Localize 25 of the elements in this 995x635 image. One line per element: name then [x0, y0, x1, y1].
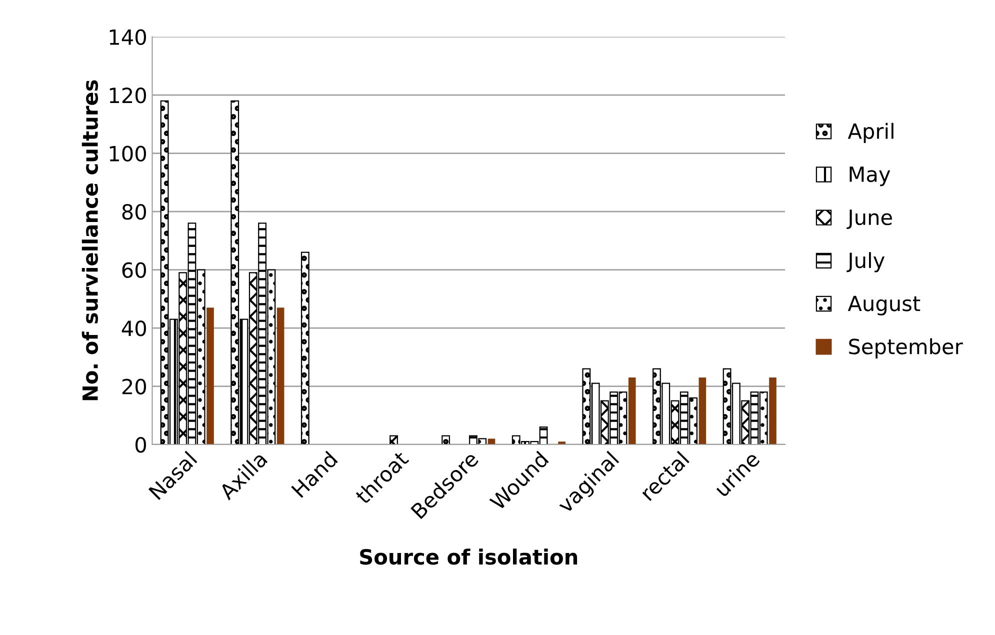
bar: [769, 378, 776, 444]
y-tick-label: 80: [122, 204, 146, 220]
y-tick-label: 20: [122, 378, 146, 394]
legend-label: July: [846, 252, 885, 272]
y-tick-label: 120: [110, 88, 146, 104]
bar: [206, 308, 214, 444]
legend-label: September: [849, 338, 963, 358]
bar: [442, 435, 450, 444]
legend-label: August: [848, 296, 920, 316]
bar: [628, 378, 636, 444]
legend-label: May: [850, 166, 890, 186]
legend-label: April: [848, 122, 894, 144]
bar: [390, 435, 398, 444]
legend-label: June: [846, 210, 892, 230]
bar: [488, 438, 496, 444]
y-tick-label: 100: [110, 146, 146, 162]
bar: [276, 308, 284, 444]
y-tick-label: 0: [135, 436, 146, 453]
x-axis-title: Source of isolation: [360, 548, 578, 565]
bar: [698, 378, 706, 444]
y-axis-title: No. of surviellance cultures: [82, 80, 98, 400]
y-tick-label: 40: [122, 320, 146, 336]
y-tick-label: 60: [122, 262, 146, 278]
bar: [300, 252, 310, 444]
y-tick-label: 140: [110, 29, 146, 46]
